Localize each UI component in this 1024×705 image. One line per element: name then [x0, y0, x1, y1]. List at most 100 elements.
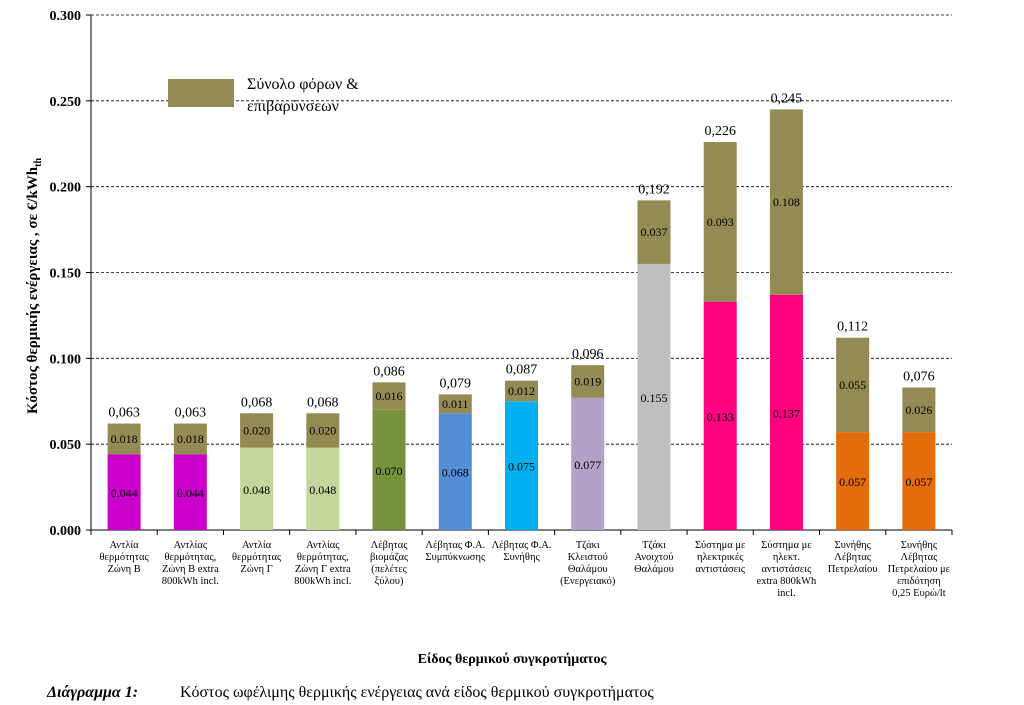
x-tick-label-line: 800kWh incl. — [161, 576, 219, 587]
bar-tax — [372, 382, 406, 410]
bar-tax — [505, 380, 538, 402]
x-tick-label-line: (Ενεργειακό) — [560, 576, 616, 587]
x-tick-label-line: Τζάκι — [641, 540, 666, 551]
x-tick-label-line: Λέβητας Φ.Α. — [491, 540, 552, 551]
x-tick-label-line: Αντλίας — [173, 540, 208, 551]
data-label-base: 0.070 — [376, 464, 403, 478]
x-tick-label-line: incl. — [777, 588, 796, 599]
y-tick-label: 0.200 — [50, 181, 82, 196]
x-tick-label-line: Λέβητας — [900, 552, 938, 563]
data-label-base: 0.044 — [111, 486, 138, 500]
bar-tax — [703, 142, 737, 302]
bar-base — [637, 263, 671, 530]
x-tick-label-line: Ζώνη Γ — [240, 564, 273, 575]
x-tick-label-line: Συνήθης — [900, 540, 937, 551]
x-tick-label-line: θερμότητας — [99, 552, 149, 563]
x-tick-label: Λέβητας Φ.Α. Συνήθης — [482, 540, 562, 564]
x-tick-label: Αντλία θερμότητας Ζώνη Β — [84, 540, 164, 576]
x-tick-label-line: Σύστημα με — [694, 540, 746, 551]
x-tick-label: Σύστημα με ηλεκτρικές αντιστάσεις — [680, 540, 760, 576]
data-label-total: 0,076 — [903, 370, 935, 385]
y-tick-label: 0.100 — [50, 352, 82, 367]
data-label-base: 0.057 — [905, 475, 932, 489]
data-label-total: 0,192 — [638, 182, 670, 197]
x-tick-label-line: Πετρελαίου — [827, 564, 878, 575]
bar-base — [306, 447, 340, 530]
data-label-total: 0,068 — [241, 395, 273, 410]
x-tick-label-line: Λέβητας — [370, 540, 408, 551]
bar-base — [703, 301, 737, 530]
bar-base — [902, 432, 936, 530]
data-label-total: 0,096 — [572, 347, 604, 362]
x-tick-label-line: Θαλάμου — [567, 564, 608, 575]
x-tick-label-line: Σύστημα με — [761, 540, 812, 551]
data-label-base: 0.044 — [177, 486, 204, 500]
x-axis-title: Είδος θερμικού συγκροτήματος — [417, 652, 607, 667]
x-tick-label-line: ξύλου) — [374, 576, 404, 587]
data-label-base: 0.133 — [707, 410, 734, 424]
data-label-total: 0,112 — [837, 320, 868, 335]
data-label-total: 0,068 — [307, 395, 339, 410]
x-tick-label: Τζάκι Ανοιχτού Θαλάμου — [614, 540, 694, 576]
y-tick-label: 0.000 — [50, 524, 82, 539]
data-label-tax: 0.093 — [707, 215, 734, 229]
bar-base — [769, 294, 803, 530]
x-tick-label-line: Ανοιχτού — [634, 552, 674, 563]
x-tick-label-line: θερμότητας — [231, 552, 282, 563]
x-tick-label-line: αντιστάσεις — [761, 564, 812, 575]
x-tick-label-line: 800kWh incl. — [294, 576, 352, 587]
x-tick-label: Αντλία θερμότητας Ζώνη Γ — [217, 540, 297, 576]
bar-base — [372, 409, 406, 530]
data-label-tax: 0.108 — [773, 195, 800, 209]
x-tick-label: Συνήθης Λέβητας Πετρελαίου — [813, 540, 893, 576]
legend: Σύνολο φόρων & επιβαρύνσεων — [168, 74, 397, 118]
caption-label: Διάγραμμα 1: — [47, 684, 139, 701]
x-tick-label-line: Πετρελαίου με — [887, 564, 951, 575]
bar-base — [438, 413, 472, 530]
x-tick-label-line: Συμπύκνωσης — [425, 552, 486, 563]
data-label-tax: 0.019 — [574, 375, 601, 389]
data-label-tax: 0.026 — [905, 403, 932, 417]
x-tick-label-line: ηλεκτρικές — [696, 552, 744, 563]
x-tick-label-line: extra 800kWh — [756, 576, 817, 587]
bar-tax — [836, 337, 870, 433]
x-tick-label-line: βιομάζας — [369, 552, 409, 563]
x-tick-label-line: θερμότητας, — [164, 552, 217, 563]
bar-tax — [902, 387, 936, 433]
data-label-total: 0,079 — [440, 376, 472, 391]
data-label-base: 0.048 — [309, 483, 336, 497]
x-tick-label-line: Αντλίας — [306, 540, 340, 551]
x-tick-label: Λέβητας Φ.Α. Συμπύκνωσης — [415, 540, 495, 564]
y-tick-label: 0.150 — [50, 267, 82, 282]
x-tick-label: Αντλίας θερμότητας, Ζώνη Β extra 800kWh inc… — [150, 540, 230, 588]
gridlines — [91, 14, 952, 445]
x-tick-label-line: Ζώνη Β — [107, 564, 141, 575]
bar-base — [836, 432, 870, 530]
bars — [107, 109, 936, 530]
y-tick-label: 0.050 — [50, 438, 82, 453]
x-tick-label-line: Τζάκι — [575, 540, 600, 551]
x-tick-label: Συνήθης Λέβητας Πετρελαίου με επιδότηση 0,25… — [879, 540, 959, 600]
data-label-tax: 0.012 — [508, 384, 535, 398]
bar-tax — [571, 365, 605, 398]
x-tick-label: Σύστημα με ηλεκτ. αντιστάσεις extra 800kWh i… — [746, 540, 826, 600]
bar-tax — [306, 413, 340, 448]
data-label-tax: 0.055 — [839, 378, 866, 392]
caption-text: Κόστος ωφέλιμης θερμικής ενέργειας ανά ε… — [180, 684, 654, 701]
x-tick-label-line: Συνήθης — [503, 552, 540, 563]
x-tick-label-line: ηλεκτ. — [772, 552, 800, 563]
x-tick-label-line: Λέβητας Φ.Α. — [425, 540, 486, 551]
data-label-tax: 0.018 — [177, 432, 204, 446]
bar-base — [571, 397, 605, 530]
x-tick-label: Λέβητας βιομάζας (πελέτες ξύλου) — [349, 540, 429, 588]
x-tick-label-line: Θαλάμου — [634, 564, 674, 575]
bar-tax — [240, 413, 274, 448]
x-tick-label-line: Συνήθης — [834, 540, 871, 551]
data-labels: 0.044 0.018 0,063 0.044 0.018 0,063 0.048 0.020… — [108, 91, 934, 500]
x-tick-label-line: 0,25 Ευρώ/lt — [892, 588, 946, 599]
data-label-tax: 0.020 — [309, 423, 336, 437]
data-label-total: 0,086 — [373, 364, 405, 379]
data-label-base: 0.137 — [773, 406, 800, 420]
y-tick-label: 0.250 — [50, 95, 82, 110]
